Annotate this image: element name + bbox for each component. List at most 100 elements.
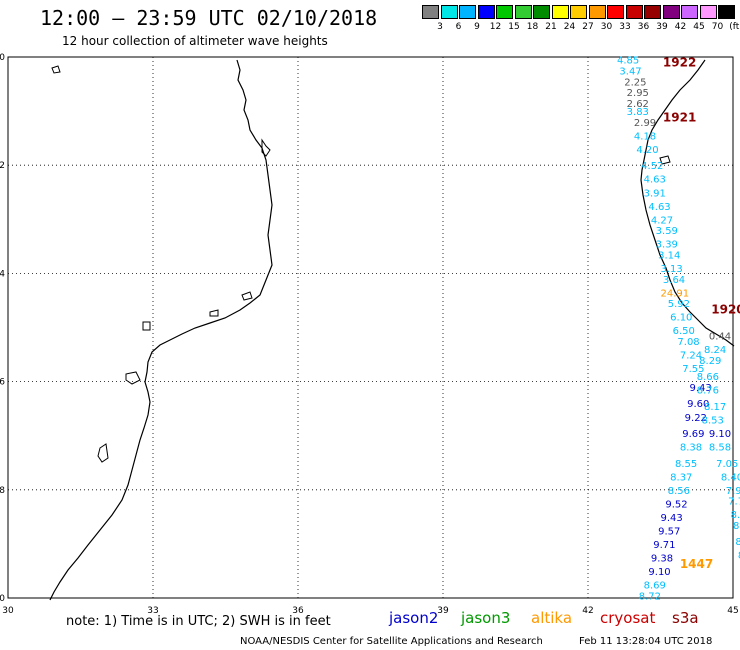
coastline-detail-6 [97,443,109,463]
colorbar-swatch [514,5,532,19]
wave-height-label: 3.59 [656,226,678,237]
map-frame [7,56,734,599]
wave-height-label: 9.69 [682,429,704,440]
madagascar-coastline [640,59,735,347]
colorbar-label: 33 [619,22,631,32]
legend-jason3: jason3 [461,609,511,627]
wave-height-label: 3.64 [663,275,685,286]
legend-jason2: jason2 [389,609,439,627]
colorbar-label: 9 [474,22,480,32]
wave-height-label: 9.10 [709,429,731,440]
pass-time-label: 1447 [680,557,713,571]
latitude-tick-label: -24 [0,269,5,279]
wave-height-label: 7.55 [682,364,704,375]
wave-height-label: 8.66 [697,372,719,383]
wave-height-label: 9.60 [687,399,709,410]
wave-height-label: 7.76 [728,497,740,508]
longitude-tick-label: 33 [147,606,158,616]
colorbar-label: 6 [455,22,462,32]
colorbar-swatch [422,5,439,19]
wave-height-label: 3.13 [661,264,683,275]
wave-height-label: 3.14 [658,250,680,261]
wave-height-label: 8 [738,551,740,562]
wave-height-label: 8.58 [709,443,731,454]
colorbar-swatch [662,5,680,19]
wave-height-label: 2.99 [634,118,656,129]
colorbar-swatch [496,5,513,19]
colorbar-swatch [551,5,569,19]
footnote: note: 1) Time is in UTC; 2) SWH is in fe… [66,614,331,629]
wave-height-label: 9.43 [661,513,683,524]
wave-height-label: 2.25 [624,77,646,88]
coastline [49,59,735,601]
graticule: 30 33 36 39 42 45 -20 -22 -24 -26 -28 -30 [0,53,739,616]
wave-height-label: 7.08 [677,337,699,348]
wave-height-label: 2.62 [627,99,649,110]
colorbar-label: 3 [437,22,443,32]
wave-height-label: 9.43 [690,383,712,394]
latitude-tick-label: -28 [0,486,5,496]
wave-height-label: 8.40 [721,472,740,483]
wave-height-label: 6.50 [673,326,695,337]
colorbar-swatch [625,5,643,19]
wave-height-label: 8.38 [680,443,702,454]
observation-labels: 4.853.472.252.952.623.832.99 4.18 4.20 4.52… [617,55,740,602]
coastline-detail-2 [241,291,253,301]
wave-height-label: 4.52 [641,161,663,172]
wave-height-label: 5.92 [668,299,690,310]
wave-height-label: 8.24 [704,345,726,356]
wave-height-label: 8.29 [699,356,721,367]
latitude-tick-label: -26 [0,378,5,388]
longitude-tick-label: 30 [2,606,14,616]
colorbar-label: 15 [508,22,520,32]
colorbar-label: 27 [582,22,594,32]
colorbar-label: 45 [693,22,705,32]
mainland-coastline [49,59,273,601]
coastline-detail-5 [125,371,141,385]
wave-height-label: 24.91 [661,288,690,299]
colorbar-label: 24 [563,22,576,32]
colorbar-label: (ft) [729,22,740,32]
longitude-tick-label: 36 [292,606,304,616]
madagascar-islet [659,155,671,165]
wave-height-label: 3.39 [656,240,678,251]
colorbar-label: 36 [637,22,650,32]
wave-height-label: 2.95 [627,88,649,99]
coastline-detail-7 [51,65,61,74]
colorbar-label: 21 [545,22,557,32]
wave-height-label: 4.85 [617,56,639,67]
map-title: 12:00 – 23:59 UTC 02/10/2018 [40,6,378,30]
legend-altika: altika [531,609,573,627]
colorbar-swatch [533,5,550,19]
wave-height-label: 9.38 [651,553,673,564]
colorbar-label: 12 [489,22,502,32]
wave-height-label: 4.20 [636,145,658,156]
wave-height-label: 8.72 [639,591,661,602]
wave-height-label: 8.17 [704,402,726,413]
wave-height-label: 8.37 [670,472,692,483]
latitude-tick-label: -22 [0,161,5,171]
wave-height-label: 7.05 [716,459,738,470]
generation-timestamp: Feb 11 13:28:04 UTC 2018 [579,636,713,647]
latitude-tick-label: -20 [0,53,5,63]
pass-time-label: 1920 [711,303,740,317]
colorbar-swatch [718,5,735,19]
colorbar-swatch [681,5,698,19]
colorbar-swatch [607,5,624,19]
legend-cryosat: cryosat [600,609,656,627]
coastline-detail-1 [261,138,271,157]
wave-height-label: 0.44 [709,332,731,343]
colorbar-swatch [459,5,476,19]
wave-height-label: 8 [735,537,740,548]
colorbar-swatch [699,5,717,19]
legend-s3a: s3a [672,609,699,627]
longitude-tick-label: 42 [582,606,593,616]
colorbar-swatch [570,5,587,19]
coastline-detail-3 [209,309,219,317]
wave-height-label: 4.27 [651,215,673,226]
credit-line: NOAA/NESDIS Center for Satellite Applica… [240,636,543,647]
wave-height-label: 9.71 [653,540,675,551]
wave-height-label: 8.4 [733,521,740,532]
map-subtitle: 12 hour collection of altimeter wave hei… [62,34,328,48]
